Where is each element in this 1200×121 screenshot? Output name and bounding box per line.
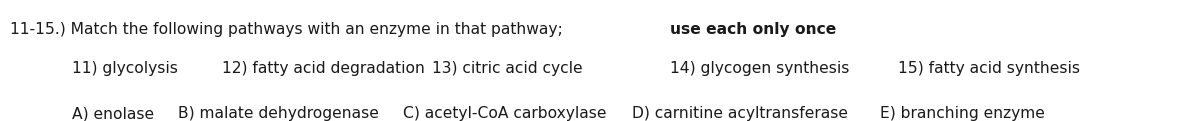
- Text: D) carnitine acyltransferase: D) carnitine acyltransferase: [632, 106, 848, 121]
- Text: A) enolase: A) enolase: [72, 106, 154, 121]
- Text: .: .: [805, 22, 811, 37]
- Text: use each only once: use each only once: [670, 22, 836, 37]
- Text: B) malate dehydrogenase: B) malate dehydrogenase: [178, 106, 378, 121]
- Text: E) branching enzyme: E) branching enzyme: [880, 106, 1044, 121]
- Text: 11) glycolysis: 11) glycolysis: [72, 60, 178, 76]
- Text: C) acetyl-CoA carboxylase: C) acetyl-CoA carboxylase: [403, 106, 607, 121]
- Text: 13) citric acid cycle: 13) citric acid cycle: [432, 60, 583, 76]
- Text: 12) fatty acid degradation: 12) fatty acid degradation: [222, 60, 425, 76]
- Text: 11-15.) Match the following pathways with an enzyme in that pathway;: 11-15.) Match the following pathways wit…: [10, 22, 568, 37]
- Text: 15) fatty acid synthesis: 15) fatty acid synthesis: [898, 60, 1080, 76]
- Text: 14) glycogen synthesis: 14) glycogen synthesis: [670, 60, 848, 76]
